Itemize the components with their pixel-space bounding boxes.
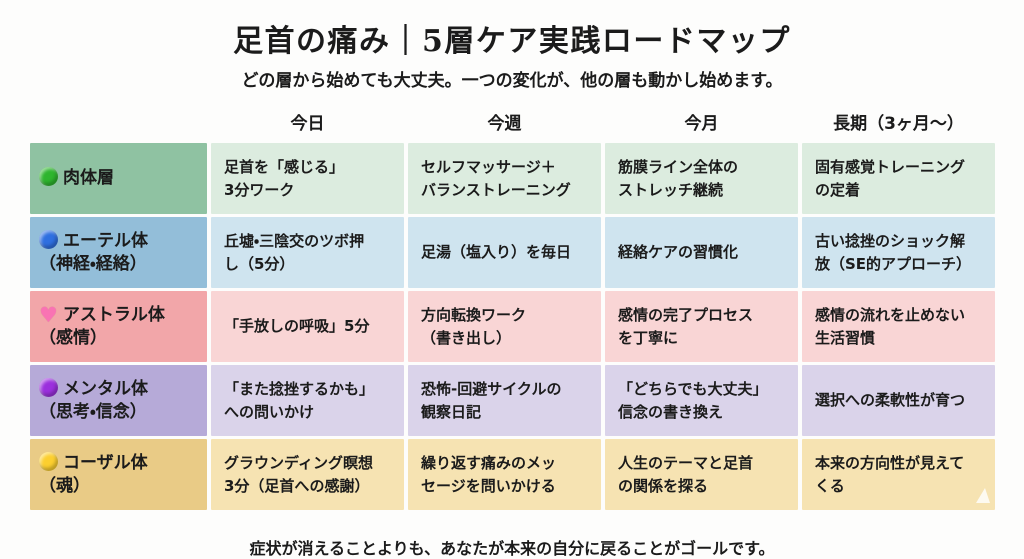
task-text: 固有感覚トレーニング の定着 xyxy=(815,158,966,199)
task-cell: 足湯（塩入り）を毎日 xyxy=(408,217,601,288)
task-text: 選択への柔軟性が育つ xyxy=(815,391,966,410)
task-text: 繰り返す痛みのメッ セージを問いかける xyxy=(421,454,557,495)
task-text: 筋膜ライン全体の ストレッチ継続 xyxy=(618,158,739,199)
task-cell: 繰り返す痛みのメッ セージを問いかける xyxy=(408,439,601,510)
task-cell: 「どちらでも大丈夫」 信念の書き換え xyxy=(605,365,798,436)
corner-cell xyxy=(30,103,207,140)
blue-circle-icon xyxy=(39,229,58,249)
task-cell: 「また捻挫するかも」 への問いかけ xyxy=(211,365,404,436)
task-cell: セルフマッサージ＋ バランストレーニング xyxy=(408,143,601,214)
task-cell: 恐怖-回避サイクルの 観察日記 xyxy=(408,365,601,436)
row-label-cell: ♥ アストラル体 （感情） xyxy=(30,291,207,362)
task-text: 感情の完了プロセス を丁寧に xyxy=(618,306,754,347)
row-label-cell: エーテル体 （神経・経絡） xyxy=(30,217,207,288)
task-text: 古い捻挫のショック解 放（SE的アプローチ） xyxy=(815,232,972,273)
yellow-circle-icon xyxy=(39,451,58,471)
row-label: アストラル体 （感情） xyxy=(39,304,165,348)
column-header: 今日 xyxy=(290,114,325,134)
task-cell: 本来の方向性が見えて くる xyxy=(802,439,995,510)
row-label: エーテル体 （神経・経絡） xyxy=(39,230,148,274)
task-text: 人生のテーマと足首 の関係を探る xyxy=(618,454,754,495)
task-text: 丘墟・三陰交のツボ押 し（5分） xyxy=(224,232,365,273)
roadmap-table: 今日 今週 今月 長期（3ヶ月〜） 肉体層 足首を「感じる」 3分ワーク セルフマッサー… xyxy=(30,103,995,510)
task-cell: グラウンディング瞑想 3分（足首への感謝） xyxy=(211,439,404,510)
task-text: 足湯（塩入り）を毎日 xyxy=(421,243,572,262)
task-cell: 丘墟・三陰交のツボ押 し（5分） xyxy=(211,217,404,288)
task-text: 方向転換ワーク （書き出し） xyxy=(421,306,527,347)
column-header: 今週 xyxy=(487,114,522,134)
task-cell: 感情の流れを止めない 生活習慣 xyxy=(802,291,995,362)
task-cell: 方向転換ワーク （書き出し） xyxy=(408,291,601,362)
task-text: 感情の流れを止めない 生活習慣 xyxy=(815,306,966,347)
task-cell: 経絡ケアの習慣化 xyxy=(605,217,798,288)
task-cell: 足首を「感じる」 3分ワーク xyxy=(211,143,404,214)
task-cell: 筋膜ライン全体の ストレッチ継続 xyxy=(605,143,798,214)
column-header: 今月 xyxy=(684,114,719,134)
task-text: 恐怖-回避サイクルの 観察日記 xyxy=(421,380,562,421)
task-text: 足首を「感じる」 3分ワーク xyxy=(224,158,345,199)
task-text: グラウンディング瞑想 3分（足首への感謝） xyxy=(224,454,373,495)
task-text: 経絡ケアの習慣化 xyxy=(618,243,739,262)
row-label: 肉体層 xyxy=(63,168,114,189)
task-cell: 人生のテーマと足首 の関係を探る xyxy=(605,439,798,510)
task-text: 本来の方向性が見えて くる xyxy=(815,454,965,495)
column-header: 長期（3ヶ月〜） xyxy=(833,114,964,134)
green-circle-icon xyxy=(39,167,58,187)
page-corner-artifact xyxy=(976,488,990,503)
footer-note: 症状が消えることよりも、あなたが本来の自分に戻ることがゴールです。 xyxy=(249,539,775,558)
task-text: 「また捻挫するかも」 への問いかけ xyxy=(224,380,375,421)
task-cell: 古い捻挫のショック解 放（SE的アプローチ） xyxy=(802,217,995,288)
task-text: 「どちらでも大丈夫」 信念の書き換え xyxy=(618,380,768,421)
row-label: コーザル体 （魂） xyxy=(39,452,148,496)
task-cell: 固有感覚トレーニング の定着 xyxy=(802,143,995,214)
task-cell: 「手放しの呼吸」5分 xyxy=(211,291,404,362)
row-label-cell: コーザル体 （魂） xyxy=(30,439,207,510)
purple-circle-icon xyxy=(39,377,58,397)
page-subtitle: どの層から始めても大丈夫。一つの変化が、他の層も動かし始めます。 xyxy=(241,71,783,91)
row-label: メンタル体 （思考・信念） xyxy=(39,378,148,422)
row-label-cell: メンタル体 （思考・信念） xyxy=(30,365,207,436)
task-cell: 感情の完了プロセス を丁寧に xyxy=(605,291,798,362)
row-label-cell: 肉体層 xyxy=(30,143,207,214)
pink-heart-icon: ♥ xyxy=(39,302,58,327)
task-text: 「手放しの呼吸」5分 xyxy=(224,317,370,336)
task-cell: 選択への柔軟性が育つ xyxy=(802,365,995,436)
task-text: セルフマッサージ＋ バランストレーニング xyxy=(421,158,571,199)
page-title: 足首の痛み｜5層ケア実践ロードマップ xyxy=(233,24,791,59)
